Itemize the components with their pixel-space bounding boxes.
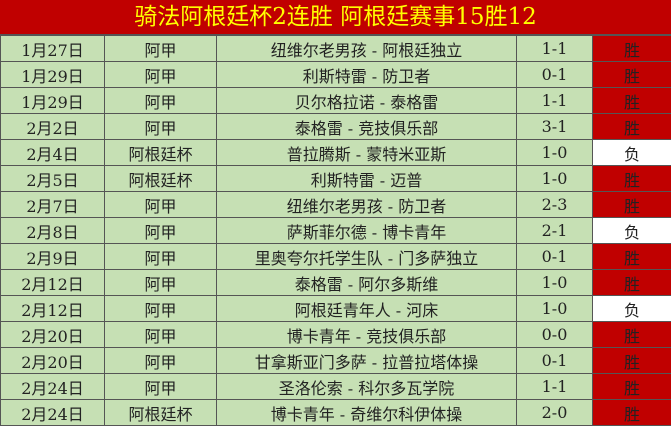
result-cell: 负 <box>593 296 671 322</box>
date-cell: 2月8日 <box>1 218 105 244</box>
score-cell: 0-1 <box>517 244 593 270</box>
score-cell: 2-3 <box>517 192 593 218</box>
score-cell: 0-0 <box>517 322 593 348</box>
date-cell: 1月29日 <box>1 62 105 88</box>
date-cell: 2月9日 <box>1 244 105 270</box>
match-cell: 利斯特雷 - 防卫者 <box>217 62 517 88</box>
score-cell: 1-0 <box>517 270 593 296</box>
result-cell: 负 <box>593 140 671 166</box>
result-cell: 胜 <box>593 192 671 218</box>
league-cell: 阿甲 <box>105 88 217 114</box>
league-cell: 阿甲 <box>105 62 217 88</box>
league-cell: 阿甲 <box>105 192 217 218</box>
match-cell: 贝尔格拉诺 - 泰格雷 <box>217 88 517 114</box>
match-cell: 萨斯菲尔德 - 博卡青年 <box>217 218 517 244</box>
score-cell: 3-1 <box>517 114 593 140</box>
date-cell: 2月12日 <box>1 270 105 296</box>
result-cell: 胜 <box>593 166 671 192</box>
match-cell: 普拉腾斯 - 蒙特米亚斯 <box>217 140 517 166</box>
date-cell: 2月7日 <box>1 192 105 218</box>
league-cell: 阿甲 <box>105 270 217 296</box>
score-cell: 2-0 <box>517 400 593 426</box>
match-cell: 圣洛伦索 - 科尔多瓦学院 <box>217 374 517 400</box>
match-cell: 里奥夸尔托学生队 - 门多萨独立 <box>217 244 517 270</box>
result-cell: 胜 <box>593 270 671 296</box>
league-cell: 阿甲 <box>105 348 217 374</box>
league-cell: 阿甲 <box>105 374 217 400</box>
result-cell: 负 <box>593 218 671 244</box>
date-cell: 2月2日 <box>1 114 105 140</box>
result-cell: 胜 <box>593 322 671 348</box>
match-cell: 博卡青年 - 奇维尔科伊体操 <box>217 400 517 426</box>
result-cell: 胜 <box>593 62 671 88</box>
date-cell: 1月29日 <box>1 88 105 114</box>
score-cell: 2-1 <box>517 218 593 244</box>
result-cell: 胜 <box>593 374 671 400</box>
match-cell: 甘拿斯亚门多萨 - 拉普拉塔体操 <box>217 348 517 374</box>
league-cell: 阿甲 <box>105 36 217 62</box>
date-cell: 2月12日 <box>1 296 105 322</box>
league-cell: 阿甲 <box>105 244 217 270</box>
date-cell: 2月4日 <box>1 140 105 166</box>
league-cell: 阿甲 <box>105 114 217 140</box>
date-cell: 2月20日 <box>1 348 105 374</box>
score-cell: 1-0 <box>517 296 593 322</box>
match-cell: 纽维尔老男孩 - 阿根廷独立 <box>217 36 517 62</box>
result-cell: 胜 <box>593 348 671 374</box>
score-cell: 1-0 <box>517 140 593 166</box>
score-cell: 1-1 <box>517 374 593 400</box>
match-cell: 泰格雷 - 竞技俱乐部 <box>217 114 517 140</box>
page-title: 骑法阿根廷杯2连胜 阿根廷赛事15胜12 <box>0 0 671 35</box>
match-cell: 纽维尔老男孩 - 防卫者 <box>217 192 517 218</box>
league-cell: 阿根廷杯 <box>105 400 217 426</box>
result-cell: 胜 <box>593 244 671 270</box>
result-cell: 胜 <box>593 36 671 62</box>
result-cell: 胜 <box>593 400 671 426</box>
score-cell: 1-0 <box>517 166 593 192</box>
score-cell: 1-1 <box>517 88 593 114</box>
league-cell: 阿根廷杯 <box>105 166 217 192</box>
league-cell: 阿甲 <box>105 296 217 322</box>
result-cell: 胜 <box>593 114 671 140</box>
match-cell: 博卡青年 - 竞技俱乐部 <box>217 322 517 348</box>
date-cell: 2月20日 <box>1 322 105 348</box>
date-cell: 2月24日 <box>1 374 105 400</box>
score-cell: 1-1 <box>517 36 593 62</box>
league-cell: 阿根廷杯 <box>105 140 217 166</box>
date-cell: 2月5日 <box>1 166 105 192</box>
score-cell: 0-1 <box>517 62 593 88</box>
match-cell: 利斯特雷 - 迈普 <box>217 166 517 192</box>
result-cell: 胜 <box>593 88 671 114</box>
date-cell: 2月24日 <box>1 400 105 426</box>
score-cell: 0-1 <box>517 348 593 374</box>
date-cell: 1月27日 <box>1 36 105 62</box>
league-cell: 阿甲 <box>105 322 217 348</box>
match-cell: 阿根廷青年人 - 河床 <box>217 296 517 322</box>
league-cell: 阿甲 <box>105 218 217 244</box>
match-cell: 泰格雷 - 阿尔多斯维 <box>217 270 517 296</box>
